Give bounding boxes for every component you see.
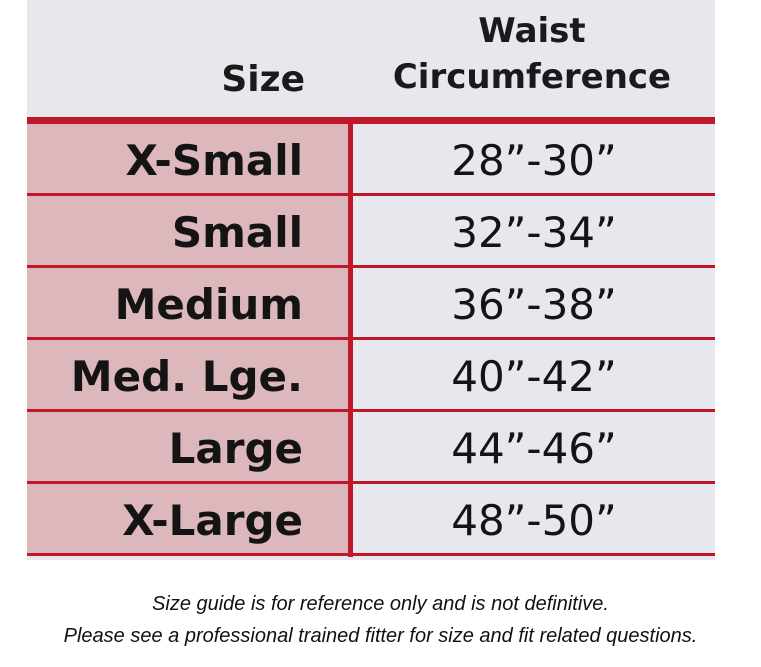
- row-divider: [27, 337, 715, 340]
- size-cell-bg: [27, 124, 348, 194]
- size-cell: Med. Lge.: [70, 352, 303, 401]
- table-row: Medium 36”-38”: [27, 268, 715, 340]
- size-cell: Medium: [114, 280, 303, 329]
- waist-cell: 48”-50”: [451, 496, 617, 545]
- waist-cell: 36”-38”: [451, 280, 617, 329]
- header-waist-line1: Waist: [478, 11, 586, 51]
- waist-cell: 40”-42”: [451, 352, 617, 401]
- column-divider: [348, 117, 353, 557]
- row-divider: [27, 553, 715, 556]
- row-divider: [27, 265, 715, 268]
- table-header: Size Waist Circumference: [27, 0, 715, 118]
- header-waist-line2: Circumference: [392, 57, 672, 97]
- size-chart-table: Size Waist Circumference X-Small 28”-30”…: [27, 0, 715, 560]
- waist-cell: 44”-46”: [451, 424, 617, 473]
- table-row: X-Small 28”-30”: [27, 124, 715, 196]
- size-cell: Small: [171, 208, 303, 257]
- header-size: Size: [221, 59, 305, 100]
- size-cell-bg: [27, 340, 348, 410]
- disclaimer-line-2: Please see a professional trained fitter…: [63, 625, 698, 647]
- row-divider: [27, 481, 715, 484]
- size-cell-bg: [27, 196, 348, 266]
- size-cell: X-Small: [125, 136, 303, 185]
- table-row: Large 44”-46”: [27, 412, 715, 484]
- size-cell-bg: [27, 268, 348, 338]
- row-divider: [27, 409, 715, 412]
- disclaimer-line-1: Size guide is for reference only and is …: [152, 593, 609, 615]
- waist-cell: 28”-30”: [451, 136, 617, 185]
- size-cell-bg: [27, 412, 348, 482]
- size-cell-bg: [27, 484, 348, 554]
- row-divider: [27, 193, 715, 196]
- table-row: X-Large 48”-50”: [27, 484, 715, 556]
- header-divider: [27, 117, 715, 124]
- header-waist: Waist Circumference: [357, 8, 707, 100]
- table-row: Med. Lge. 40”-42”: [27, 340, 715, 412]
- waist-cell: 32”-34”: [451, 208, 617, 257]
- size-cell: Large: [168, 424, 303, 473]
- table-row: Small 32”-34”: [27, 196, 715, 268]
- size-cell: X-Large: [122, 496, 303, 545]
